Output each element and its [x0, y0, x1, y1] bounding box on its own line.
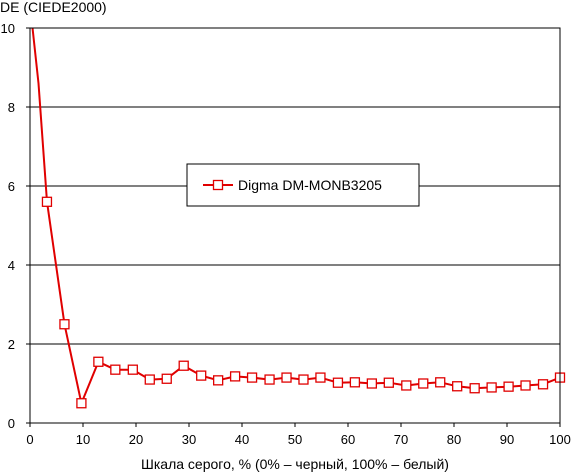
data-point: [435, 377, 446, 388]
y-tick-label: 0: [8, 416, 15, 431]
x-tick-label: 70: [394, 432, 408, 447]
x-tick-label: 30: [182, 432, 196, 447]
data-point: [59, 319, 70, 330]
data-point: [212, 375, 224, 386]
y-tick-label: 10: [1, 21, 15, 36]
data-point: [161, 373, 172, 384]
data-point: [537, 379, 549, 390]
data-point: [41, 196, 53, 207]
x-axis-title: Шкала серого, % (0% – черный, 100% – бел…: [141, 456, 449, 472]
data-point: [418, 378, 429, 389]
data-point: [503, 381, 514, 392]
y-tick-labels: 0 2 4 6 8 10: [1, 21, 15, 431]
x-tick-label: 90: [500, 432, 514, 447]
data-point: [315, 372, 326, 383]
data-point: [127, 364, 138, 375]
data-point: [144, 374, 155, 385]
legend: Digma DM-MONB3205: [186, 163, 420, 207]
y-tick-label: 2: [8, 337, 15, 352]
data-point: [486, 382, 497, 393]
grid-lines: [26, 27, 561, 427]
x-tick-label: 0: [26, 432, 33, 447]
data-point: [281, 372, 292, 383]
legend-label: Digma DM-MONB3205: [238, 177, 382, 193]
y-tick-label: 6: [8, 179, 15, 194]
x-tick-label: 50: [288, 432, 302, 447]
data-point: [401, 380, 412, 391]
data-point: [366, 378, 378, 389]
x-tick-label: 80: [447, 432, 461, 447]
y-axis-title: DE (CIEDE2000): [0, 0, 107, 15]
data-point: [93, 356, 104, 367]
data-point: [178, 360, 189, 371]
data-point: [246, 372, 258, 383]
series-line: [31, 28, 560, 405]
data-point: [383, 377, 394, 388]
x-tick-labels: 0 10 20 30 40 50 60 70 80 90 100: [26, 432, 570, 447]
data-point: [110, 364, 121, 375]
y-tick-label: 8: [8, 100, 15, 115]
y-tick-label: 4: [8, 258, 15, 273]
x-tick-label: 10: [76, 432, 90, 447]
series-0: [31, 28, 560, 405]
data-point: [229, 371, 241, 382]
x-tick-label: 60: [341, 432, 355, 447]
x-tick-label: 20: [129, 432, 143, 447]
plot-area-border: [29, 27, 561, 424]
data-point: [196, 370, 207, 381]
series-layer: [31, 28, 566, 409]
legend-marker: [212, 179, 224, 191]
data-point: [349, 377, 361, 388]
data-point: [76, 398, 87, 409]
data-point: [298, 374, 309, 385]
x-tick-label: 100: [549, 432, 571, 447]
x-tick-label: 40: [235, 432, 249, 447]
data-point: [264, 374, 275, 385]
data-point: [332, 377, 344, 388]
data-point: [452, 381, 463, 392]
data-point: [520, 380, 531, 391]
data-point: [469, 383, 480, 394]
